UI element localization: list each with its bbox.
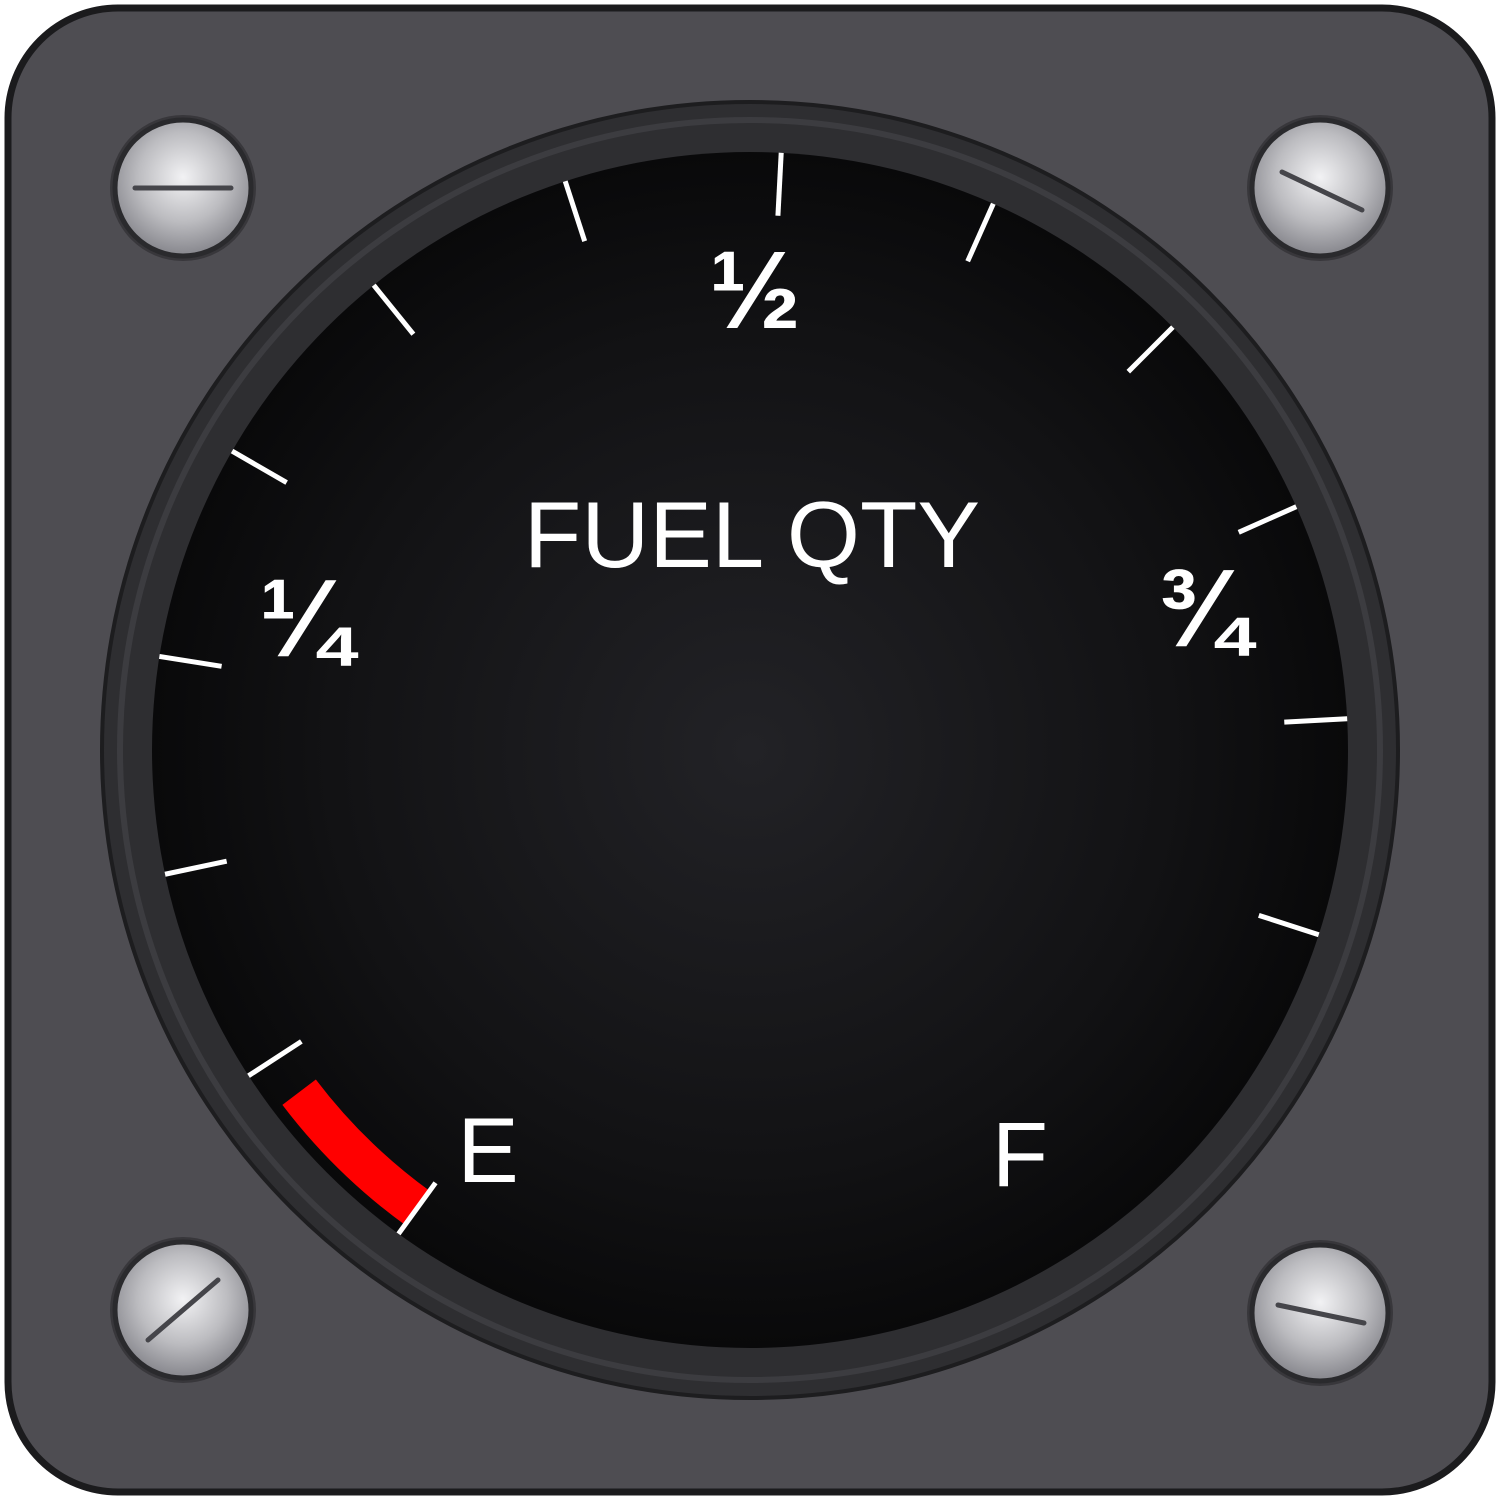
label-half: ½ xyxy=(709,229,801,352)
label-quarter: ¼ xyxy=(259,557,359,680)
major-tick xyxy=(396,1181,438,1236)
minor-tick xyxy=(1284,716,1348,725)
major-tick xyxy=(158,653,222,669)
major-tick xyxy=(1126,325,1175,374)
minor-tick xyxy=(164,858,228,877)
gauge-title: FUEL QTY xyxy=(524,482,980,587)
major-tick xyxy=(1258,912,1320,938)
screw-bottom-left xyxy=(110,1237,256,1383)
screw-top-left xyxy=(110,115,256,261)
major-tick xyxy=(562,180,588,242)
minor-tick xyxy=(247,1039,303,1078)
screw-top-right xyxy=(1247,115,1393,261)
scale-ticks xyxy=(158,152,1348,1236)
label-three-quarter: ¾ xyxy=(1157,547,1257,670)
dial-inner-ring xyxy=(117,117,1383,1383)
minor-tick xyxy=(965,202,996,263)
minor-tick xyxy=(230,448,288,485)
minor-tick xyxy=(1237,504,1298,535)
minor-tick xyxy=(775,152,784,216)
label-empty: E xyxy=(457,1100,518,1202)
red-zone-arc xyxy=(282,1079,430,1225)
dial-face xyxy=(152,152,1348,1348)
screw-bottom-right xyxy=(1247,1240,1393,1386)
minor-tick xyxy=(371,283,416,336)
label-full: F xyxy=(992,1104,1048,1206)
